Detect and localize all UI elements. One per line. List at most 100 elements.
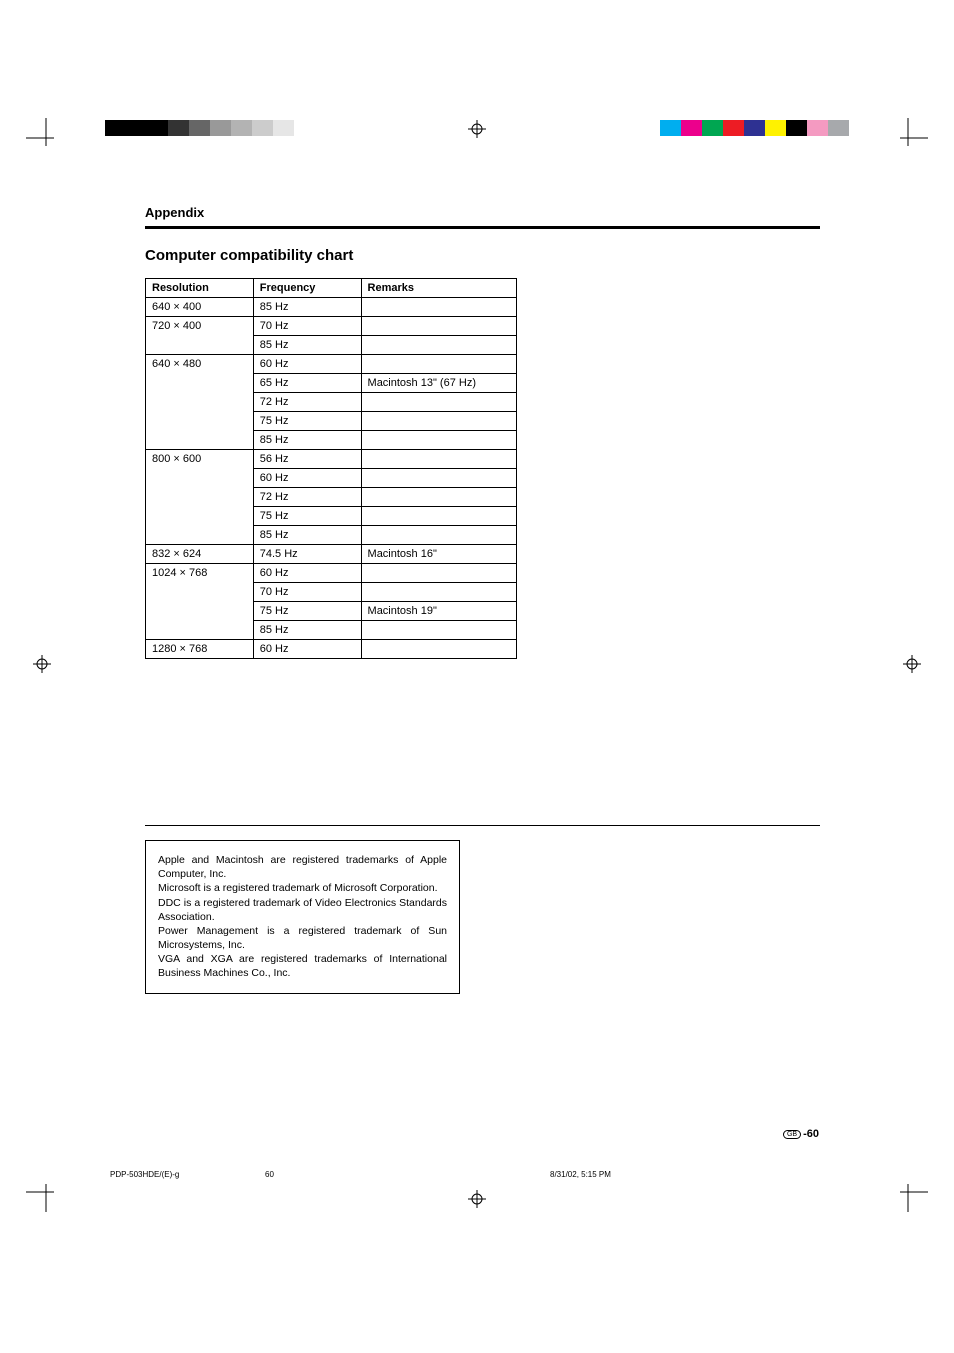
trademark-line: Microsoft is a registered trademark of M… bbox=[158, 881, 447, 895]
cell-resolution: 640 × 400 bbox=[146, 298, 254, 317]
swatch bbox=[168, 120, 189, 136]
cell-frequency: 60 Hz bbox=[253, 564, 361, 583]
cell-remarks bbox=[361, 336, 516, 355]
registration-mark-bottom-icon bbox=[468, 1190, 486, 1208]
cell-frequency: 60 Hz bbox=[253, 355, 361, 374]
appendix-label: Appendix bbox=[145, 205, 820, 226]
cell-resolution: 800 × 600 bbox=[146, 450, 254, 545]
swatch bbox=[189, 120, 210, 136]
cell-frequency: 85 Hz bbox=[253, 336, 361, 355]
color-bar-left bbox=[105, 120, 294, 136]
swatch bbox=[765, 120, 786, 136]
swatch bbox=[210, 120, 231, 136]
cell-frequency: 72 Hz bbox=[253, 393, 361, 412]
crop-mark-top-right bbox=[888, 118, 928, 158]
col-remarks: Remarks bbox=[361, 279, 516, 298]
cell-remarks: Macintosh 19" bbox=[361, 602, 516, 621]
swatch bbox=[273, 120, 294, 136]
cell-frequency: 72 Hz bbox=[253, 488, 361, 507]
cell-frequency: 65 Hz bbox=[253, 374, 361, 393]
cell-frequency: 70 Hz bbox=[253, 317, 361, 336]
cell-remarks bbox=[361, 526, 516, 545]
table-row: 800 × 60056 Hz bbox=[146, 450, 517, 469]
page-num-text: -60 bbox=[803, 1128, 819, 1140]
section-title: Computer compatibility chart bbox=[145, 247, 820, 264]
cell-frequency: 60 Hz bbox=[253, 640, 361, 659]
cell-frequency: 85 Hz bbox=[253, 526, 361, 545]
heading-rule bbox=[145, 226, 820, 229]
cell-frequency: 60 Hz bbox=[253, 469, 361, 488]
cell-remarks bbox=[361, 317, 516, 336]
registration-mark-left-icon bbox=[33, 655, 51, 673]
table-header-row: Resolution Frequency Remarks bbox=[146, 279, 517, 298]
trademark-line: VGA and XGA are registered trademarks of… bbox=[158, 952, 447, 980]
cell-frequency: 74.5 Hz bbox=[253, 545, 361, 564]
crop-mark-top-left bbox=[26, 118, 66, 158]
trademark-box: Apple and Macintosh are registered trade… bbox=[145, 840, 460, 994]
cell-remarks bbox=[361, 488, 516, 507]
cell-resolution: 640 × 480 bbox=[146, 355, 254, 450]
cell-frequency: 85 Hz bbox=[253, 621, 361, 640]
cell-remarks bbox=[361, 640, 516, 659]
footer-doc-id: PDP-503HDE/(E)-g bbox=[110, 1170, 179, 1179]
cell-remarks bbox=[361, 507, 516, 526]
col-frequency: Frequency bbox=[253, 279, 361, 298]
swatch bbox=[828, 120, 849, 136]
cell-frequency: 75 Hz bbox=[253, 602, 361, 621]
crop-mark-bottom-left bbox=[26, 1172, 66, 1212]
table-row: 720 × 40070 Hz bbox=[146, 317, 517, 336]
swatch bbox=[252, 120, 273, 136]
swatch bbox=[126, 120, 147, 136]
swatch bbox=[147, 120, 168, 136]
cell-remarks bbox=[361, 393, 516, 412]
cell-remarks bbox=[361, 564, 516, 583]
cell-resolution: 1280 × 768 bbox=[146, 640, 254, 659]
page-content: Appendix Computer compatibility chart Re… bbox=[145, 205, 820, 659]
table-row: 1024 × 76860 Hz bbox=[146, 564, 517, 583]
swatch bbox=[681, 120, 702, 136]
cell-resolution: 832 × 624 bbox=[146, 545, 254, 564]
swatch bbox=[786, 120, 807, 136]
cell-frequency: 85 Hz bbox=[253, 431, 361, 450]
cell-frequency: 56 Hz bbox=[253, 450, 361, 469]
swatch bbox=[723, 120, 744, 136]
cell-frequency: 75 Hz bbox=[253, 507, 361, 526]
registration-mark-top-icon bbox=[468, 120, 486, 138]
table-row: 1280 × 76860 Hz bbox=[146, 640, 517, 659]
color-bar-right bbox=[660, 120, 849, 136]
swatch bbox=[660, 120, 681, 136]
cell-remarks bbox=[361, 583, 516, 602]
cell-remarks bbox=[361, 450, 516, 469]
cell-remarks bbox=[361, 621, 516, 640]
cell-resolution: 720 × 400 bbox=[146, 317, 254, 355]
swatch bbox=[231, 120, 252, 136]
trademark-line: Power Management is a registered tradema… bbox=[158, 924, 447, 952]
cell-remarks bbox=[361, 469, 516, 488]
cell-remarks bbox=[361, 355, 516, 374]
cell-remarks bbox=[361, 298, 516, 317]
cell-remarks bbox=[361, 412, 516, 431]
cell-remarks bbox=[361, 431, 516, 450]
col-resolution: Resolution bbox=[146, 279, 254, 298]
table-row: 640 × 40085 Hz bbox=[146, 298, 517, 317]
swatch bbox=[744, 120, 765, 136]
swatch bbox=[105, 120, 126, 136]
crop-mark-bottom-right bbox=[888, 1172, 928, 1212]
swatch bbox=[702, 120, 723, 136]
registration-mark-right-icon bbox=[903, 655, 921, 673]
footer-date: 8/31/02, 5:15 PM bbox=[550, 1170, 611, 1179]
table-row: 640 × 48060 Hz bbox=[146, 355, 517, 374]
cell-frequency: 70 Hz bbox=[253, 583, 361, 602]
bottom-rule bbox=[145, 825, 820, 826]
footer-page: 60 bbox=[265, 1170, 274, 1179]
trademark-line: DDC is a registered trademark of Video E… bbox=[158, 896, 447, 924]
page-number: GB-60 bbox=[783, 1128, 819, 1140]
cell-resolution: 1024 × 768 bbox=[146, 564, 254, 640]
trademark-line: Apple and Macintosh are registered trade… bbox=[158, 853, 447, 881]
cell-remarks: Macintosh 13" (67 Hz) bbox=[361, 374, 516, 393]
lang-badge: GB bbox=[783, 1130, 801, 1139]
cell-frequency: 85 Hz bbox=[253, 298, 361, 317]
swatch bbox=[807, 120, 828, 136]
cell-remarks: Macintosh 16" bbox=[361, 545, 516, 564]
compatibility-table: Resolution Frequency Remarks 640 × 40085… bbox=[145, 278, 517, 659]
